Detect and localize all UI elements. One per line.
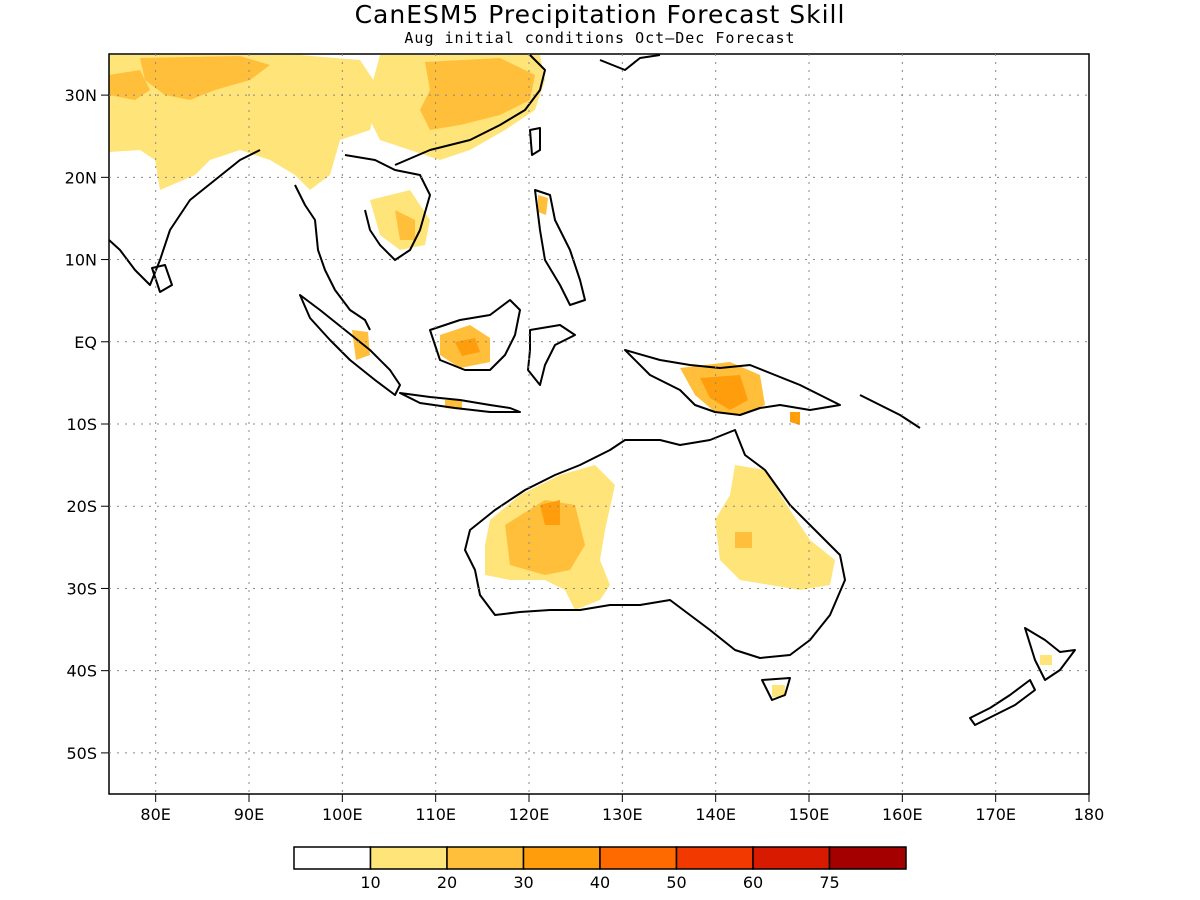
skill-region-borneo-core [455,338,480,356]
lon-tick-label: 130E [602,805,643,824]
colorbar-swatch [522,846,601,870]
colorbar: 10 20 30 40 50 60 75 [293,846,907,892]
coastline-india [108,149,261,286]
skill-region-philippines [538,195,548,215]
skill-region-new-guinea-core [700,375,748,410]
colorbar-label: 30 [513,873,533,892]
skill-region-china-core [420,58,535,130]
skill-region-west-australia-core [505,500,585,575]
longitude-labels: 80E 90E 100E 110E 120E 130E 140E 150E 160E 170E 18… [140,805,1104,824]
lat-tick-label: 10S [66,415,97,434]
coastline-java [399,392,521,413]
map-title: CanESM5 Precipitation Forecast Skill [354,0,846,29]
lat-tick-label: 30S [66,579,97,598]
skill-shading [109,55,1052,697]
colorbar-label: 60 [743,873,763,892]
coastline-australia [464,429,846,659]
lon-tick-label: 100E [322,805,363,824]
coastline-taiwan [529,127,541,156]
coastline-borneo [429,299,521,371]
skill-region-png-east [790,412,800,425]
colorbar-swatch [599,846,678,870]
coastline-myanmar-thailand [294,184,371,331]
lon-tick-label: 150E [789,805,830,824]
coastline-sumatra [299,294,401,396]
skill-region-sumatra [352,330,370,360]
lat-tick-label: 20N [65,168,97,187]
lon-tick-label: 120E [509,805,550,824]
coastline-solomon [859,394,921,429]
lon-tick-label: 90E [234,805,264,824]
skill-region-west-australia-peak [540,500,560,525]
colorbar-label: 75 [819,873,839,892]
lon-tick-label: 160E [882,805,923,824]
coastline-sulawesi [527,324,576,386]
lat-tick-label: EQ [74,333,97,352]
lon-tick-label: 170E [975,805,1016,824]
map-subtitle: Aug initial conditions Oct–Dec Forecast [404,29,796,47]
colorbar-swatch [446,846,525,870]
lat-tick-label: 30N [65,86,97,105]
latitude-labels: 30N 20N 10N EQ 10S 20S 30S 40S 50S [65,86,97,763]
skill-region-tasmania [772,685,785,697]
coastlines [108,54,1076,726]
coastline-philippines [534,189,586,306]
colorbar-swatch [369,846,448,870]
colorbar-label: 50 [666,873,686,892]
coastline-indochina [344,154,431,261]
lon-tick-label: 180 [1074,805,1105,824]
colorbar-swatch [828,846,907,870]
coastline-nz-south [969,679,1036,726]
graticule [101,54,1090,802]
colorbar-label: 40 [590,873,610,892]
colorbar-label: 20 [437,873,457,892]
skill-region-indochina-core [395,210,415,240]
lon-tick-label: 110E [415,805,456,824]
colorbar-swatch [675,846,754,870]
skill-region-east-australia-core [735,532,752,548]
skill-region-new-zealand [1040,655,1052,665]
coastline-nz-north [1024,627,1076,681]
skill-region-himalaya [140,56,270,100]
colorbar-label: 10 [360,873,380,892]
coastline-japan [599,54,661,71]
coastline-sri-lanka [151,264,173,293]
colorbar-swatch [293,846,372,870]
lon-tick-label: 80E [140,805,170,824]
coastline-china [394,54,546,166]
lat-tick-label: 20S [66,497,97,516]
colorbar-swatch [752,846,831,870]
lat-tick-label: 40S [66,662,97,681]
coastline-new-guinea [624,349,841,416]
lat-tick-label: 10N [65,251,97,270]
lon-tick-label: 140E [695,805,736,824]
skill-region-india-west [109,70,150,100]
lat-tick-label: 50S [66,744,97,763]
coastline-tasmania [761,677,791,701]
skill-region-east-australia [715,465,835,590]
